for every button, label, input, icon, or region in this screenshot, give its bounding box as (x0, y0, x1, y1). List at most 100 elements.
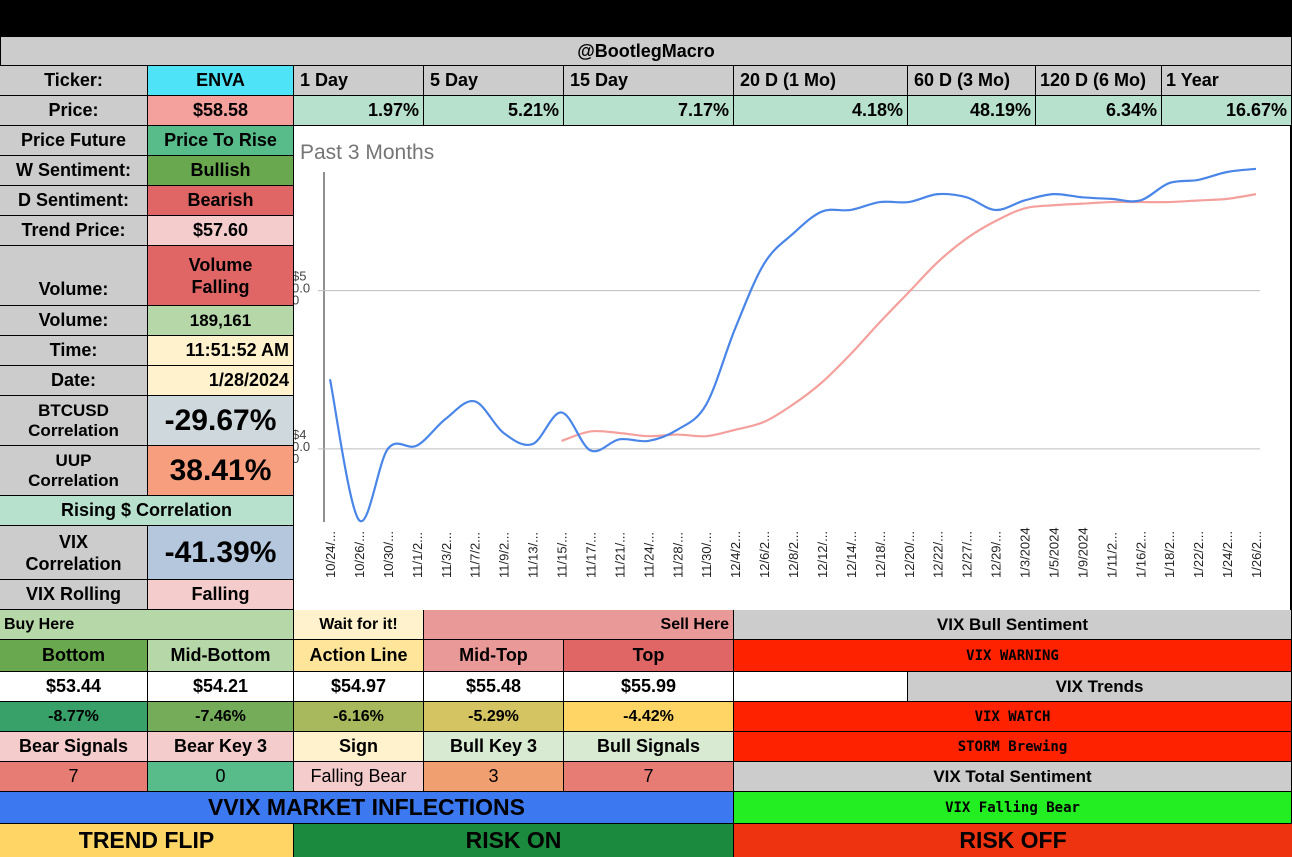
level-mid-bottom-price: $54.21 (148, 672, 294, 702)
y-tick-label-1: $4 0.0 0 (294, 427, 310, 466)
x-tick-label: 11/3/2... (439, 532, 454, 578)
bull-signals-value: 7 (564, 762, 734, 792)
price-chart-svg: Past 3 Months $5 0.0 0 $4 0.0 0 10/24/... 10/2… (292, 141, 1264, 578)
level-mid-bottom-label: Mid-Bottom (148, 640, 294, 672)
volume-trend-label: Volume: (0, 246, 148, 306)
x-tick-label: 1/26/2... (1249, 531, 1264, 578)
ticker-label: Ticker: (0, 66, 148, 96)
x-tick-label: 11/15/... (555, 532, 570, 578)
x-tick-label: 11/21/... (612, 532, 627, 578)
x-tick-label: 11/7/2... (468, 532, 483, 578)
date-value: 1/28/2024 (148, 366, 294, 396)
change-15-day: 7.17% (564, 96, 734, 126)
level-action-line-label: Action Line (294, 640, 424, 672)
x-tick-label: 11/30/... (699, 532, 714, 578)
x-tick-label: 11/1/2... (410, 532, 425, 578)
x-tick-label: 12/20/... (902, 531, 917, 578)
level-top-price: $55.99 (564, 672, 734, 702)
bear-key-3-value: 0 (148, 762, 294, 792)
y-tick-label-0: $5 0.0 0 (294, 269, 310, 308)
chart-title: Past 3 Months (300, 141, 434, 164)
x-tick-label: 10/30/... (381, 531, 396, 578)
level-bottom-price: $53.44 (0, 672, 148, 702)
level-action-line-price: $54.97 (294, 672, 424, 702)
bull-signals-label: Bull Signals (564, 732, 734, 762)
time-label: Time: (0, 336, 148, 366)
bull-key-3-label: Bull Key 3 (424, 732, 564, 762)
btcusd-correlation-label: BTCUSD Correlation (0, 396, 148, 446)
series-line-price (328, 167, 1257, 523)
level-mid-bottom-pct: -7.46% (148, 702, 294, 732)
vix-rolling-value: Falling (148, 580, 294, 610)
sign-value: Falling Bear (294, 762, 424, 792)
period-1-day: 1 Day (294, 66, 424, 96)
level-action-line-pct: -6.16% (294, 702, 424, 732)
price-future-value: Price To Rise (148, 126, 294, 156)
price-chart: Past 3 Months $5 0.0 0 $4 0.0 0 10/24/... 10/2… (292, 126, 1290, 610)
header-title: @BootlegMacro (0, 36, 1292, 66)
uup-correlation-label: UUP Correlation (0, 446, 148, 496)
x-tick-label: 1/9/2024 (1075, 527, 1090, 578)
x-tick-label: 12/29/... (989, 531, 1004, 578)
x-tick-label: 1/11/2... (1104, 532, 1119, 578)
x-tick-label: 1/24/2... (1220, 531, 1235, 578)
period-120-day: 120 D (6 Mo) (1036, 66, 1162, 96)
w-sentiment-value: Bullish (148, 156, 294, 186)
vix-falling-bear: VIX Falling Bear (734, 792, 1292, 824)
x-tick-label: 12/12/... (815, 531, 830, 578)
volume-value: 189,161 (148, 306, 294, 336)
buy-here-label: Buy Here (0, 610, 294, 640)
x-tick-label: 11/17/... (583, 532, 598, 578)
period-60-day: 60 D (3 Mo) (908, 66, 1036, 96)
series-line-trend (561, 193, 1257, 442)
x-tick-label: 12/22/... (931, 531, 946, 578)
top-bar (0, 0, 1292, 36)
change-1-day: 1.97% (294, 96, 424, 126)
period-20-day: 20 D (1 Mo) (734, 66, 908, 96)
level-bottom-label: Bottom (0, 640, 148, 672)
level-top-label: Top (564, 640, 734, 672)
vix-blank-cell (734, 672, 908, 702)
x-tick-label: 1/5/2024 (1046, 527, 1061, 578)
x-tick-label: 1/3/2024 (1018, 527, 1033, 578)
x-tick-label: 12/6/2... (757, 531, 772, 578)
bear-key-3-label: Bear Key 3 (148, 732, 294, 762)
vix-total-sentiment-label: VIX Total Sentiment (734, 762, 1292, 792)
x-tick-label: 11/9/2... (497, 532, 512, 578)
bear-signals-label: Bear Signals (0, 732, 148, 762)
x-tick-label: 11/28/... (670, 532, 685, 578)
uup-correlation-value: 38.41% (148, 446, 294, 496)
period-15-day: 15 Day (564, 66, 734, 96)
volume-trend-value: Volume Falling (148, 246, 294, 306)
x-tick-label: 10/24/... (323, 531, 338, 578)
vix-rolling-label: VIX Rolling (0, 580, 148, 610)
x-tick-label: 12/14/... (844, 531, 859, 578)
trend-flip: TREND FLIP (0, 824, 294, 857)
change-120-day: 6.34% (1036, 96, 1162, 126)
rising-correlation: Rising $ Correlation (0, 496, 294, 526)
trend-price-value: $57.60 (148, 216, 294, 246)
x-tick-label: 12/27/... (960, 531, 975, 578)
vix-correlation-label: VIX Correlation (0, 526, 148, 580)
change-20-day: 4.18% (734, 96, 908, 126)
bear-signals-value: 7 (0, 762, 148, 792)
d-sentiment-label: D Sentiment: (0, 186, 148, 216)
x-tick-label: 12/4/2... (728, 531, 743, 578)
level-bottom-pct: -8.77% (0, 702, 148, 732)
vix-trends-label: VIX Trends (908, 672, 1292, 702)
vix-warning: VIX WARNING (734, 640, 1292, 672)
change-1-year: 16.67% (1162, 96, 1292, 126)
vvix-market-inflections: VVIX MARKET INFLECTIONS (0, 792, 734, 824)
x-tick-label: 10/26/... (352, 531, 367, 578)
level-mid-top-price: $55.48 (424, 672, 564, 702)
x-tick-label: 1/22/2... (1191, 531, 1206, 578)
level-mid-top-pct: -5.29% (424, 702, 564, 732)
period-5-day: 5 Day (424, 66, 564, 96)
sell-here-label: Sell Here (424, 610, 734, 640)
level-mid-top-label: Mid-Top (424, 640, 564, 672)
x-tick-label: 11/24/... (641, 532, 656, 578)
volume-label: Volume: (0, 306, 148, 336)
risk-on: RISK ON (294, 824, 734, 857)
ticker-value: ENVA (148, 66, 294, 96)
x-tick-label: 11/13/... (526, 532, 541, 578)
